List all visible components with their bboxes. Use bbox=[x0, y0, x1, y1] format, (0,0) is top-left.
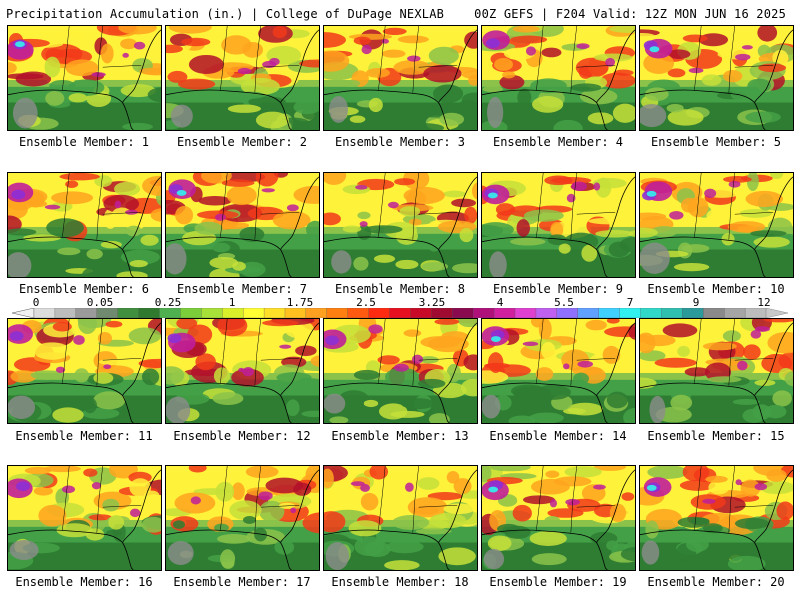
ensemble-member-map-18 bbox=[323, 465, 478, 571]
ensemble-member-caption-8: Ensemble Member: 8 bbox=[334, 282, 466, 296]
ensemble-member-caption-6: Ensemble Member: 6 bbox=[18, 282, 150, 296]
ensemble-member-map-5 bbox=[639, 25, 794, 131]
colorbar-tick-label: 1 bbox=[228, 296, 236, 309]
ensemble-member-caption-16: Ensemble Member: 16 bbox=[15, 575, 153, 589]
ensemble-member-map-14 bbox=[481, 318, 636, 424]
colorbar-tick-label: 9 bbox=[692, 296, 700, 309]
colorbar-tick-label: 3.25 bbox=[418, 296, 446, 309]
ensemble-member-caption-12: Ensemble Member: 12 bbox=[173, 429, 311, 443]
ensemble-member-map-16 bbox=[7, 465, 162, 571]
ensemble-member-caption-9: Ensemble Member: 9 bbox=[492, 282, 624, 296]
colorbar-tick-label: 1.75 bbox=[286, 296, 314, 309]
precip-colorbar bbox=[12, 308, 788, 318]
ensemble-member-map-11 bbox=[7, 318, 162, 424]
ensemble-member-map-15 bbox=[639, 318, 794, 424]
ensemble-member-map-12 bbox=[165, 318, 320, 424]
colorbar-tick-label: 2.5 bbox=[356, 296, 376, 309]
ensemble-member-map-20 bbox=[639, 465, 794, 571]
ensemble-member-caption-1: Ensemble Member: 1 bbox=[18, 135, 150, 149]
colorbar-tick-label: 0 bbox=[32, 296, 40, 309]
colorbar-tick-label: 0.05 bbox=[86, 296, 114, 309]
ensemble-member-caption-15: Ensemble Member: 15 bbox=[647, 429, 785, 443]
ensemble-member-caption-14: Ensemble Member: 14 bbox=[489, 429, 627, 443]
ensemble-member-map-9 bbox=[481, 172, 636, 278]
ensemble-member-map-10 bbox=[639, 172, 794, 278]
colorbar-tick-label: 4 bbox=[496, 296, 504, 309]
run-valid-time: 00Z GEFS | F204 Valid: 12Z MON JUN 16 20… bbox=[474, 7, 786, 21]
ensemble-member-map-13 bbox=[323, 318, 478, 424]
colorbar-tick-label: 5.5 bbox=[554, 296, 574, 309]
ensemble-member-map-3 bbox=[323, 25, 478, 131]
map-title: Precipitation Accumulation (in.) | Colle… bbox=[6, 7, 445, 21]
ensemble-member-caption-3: Ensemble Member: 3 bbox=[334, 135, 466, 149]
ensemble-member-map-2 bbox=[165, 25, 320, 131]
ensemble-member-caption-5: Ensemble Member: 5 bbox=[650, 135, 782, 149]
ensemble-member-caption-19: Ensemble Member: 19 bbox=[489, 575, 627, 589]
ensemble-member-map-8 bbox=[323, 172, 478, 278]
ensemble-member-caption-10: Ensemble Member: 10 bbox=[647, 282, 785, 296]
ensemble-member-map-7 bbox=[165, 172, 320, 278]
colorbar-tick-label: 7 bbox=[626, 296, 634, 309]
ensemble-member-map-17 bbox=[165, 465, 320, 571]
ensemble-member-caption-13: Ensemble Member: 13 bbox=[331, 429, 469, 443]
ensemble-member-caption-11: Ensemble Member: 11 bbox=[15, 429, 153, 443]
ensemble-member-caption-20: Ensemble Member: 20 bbox=[647, 575, 785, 589]
ensemble-member-caption-2: Ensemble Member: 2 bbox=[176, 135, 308, 149]
ensemble-member-caption-7: Ensemble Member: 7 bbox=[176, 282, 308, 296]
colorbar-tick-label: 0.25 bbox=[154, 296, 182, 309]
ensemble-member-map-6 bbox=[7, 172, 162, 278]
ensemble-member-caption-18: Ensemble Member: 18 bbox=[331, 575, 469, 589]
ensemble-member-map-19 bbox=[481, 465, 636, 571]
ensemble-member-caption-17: Ensemble Member: 17 bbox=[173, 575, 311, 589]
ensemble-member-map-1 bbox=[7, 25, 162, 131]
colorbar-tick-label: 12 bbox=[757, 296, 771, 309]
ensemble-member-caption-4: Ensemble Member: 4 bbox=[492, 135, 624, 149]
ensemble-member-map-4 bbox=[481, 25, 636, 131]
